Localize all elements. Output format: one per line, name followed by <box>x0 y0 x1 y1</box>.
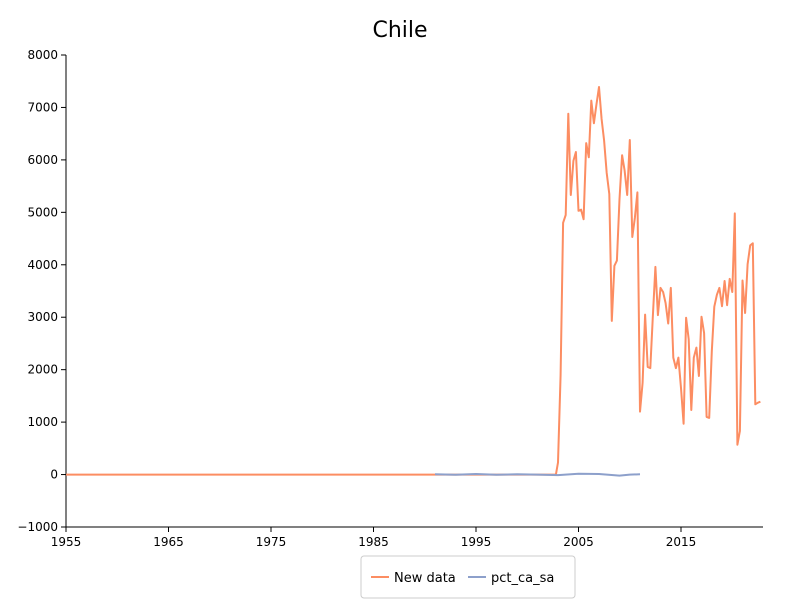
y-tick-label: 8000 <box>27 48 58 62</box>
y-tick-label: 3000 <box>27 310 58 324</box>
x-tick-label: 2005 <box>563 535 594 549</box>
x-tick-label: 1965 <box>153 535 184 549</box>
y-tick-label: 1000 <box>27 415 58 429</box>
legend: New data pct_ca_sa <box>360 555 576 599</box>
legend-label: pct_ca_sa <box>491 571 554 586</box>
legend-label: New data <box>394 571 456 586</box>
series-line-new-data <box>66 86 761 476</box>
x-tick-label: 1975 <box>256 535 287 549</box>
x-tick-label: 2015 <box>666 535 697 549</box>
x-tick-label: 1955 <box>51 535 82 549</box>
y-tick-label: −1000 <box>17 520 58 534</box>
y-tick-label: 0 <box>50 468 58 482</box>
y-tick-label: 6000 <box>27 153 58 167</box>
chart-title: Chile <box>372 18 427 43</box>
y-tick-label: 5000 <box>27 205 58 219</box>
y-tick-label: 7000 <box>27 100 58 114</box>
axes: −1000 0 1000 2000 3000 4000 5000 6000 7000 8000 19… <box>17 48 763 549</box>
series-line-pct-ca-sa <box>434 472 641 477</box>
y-tick-label: 2000 <box>27 363 58 377</box>
plot-area <box>66 86 761 477</box>
x-tick-label: 1985 <box>358 535 389 549</box>
x-tick-label: 1995 <box>461 535 492 549</box>
y-tick-label: 4000 <box>27 258 58 272</box>
